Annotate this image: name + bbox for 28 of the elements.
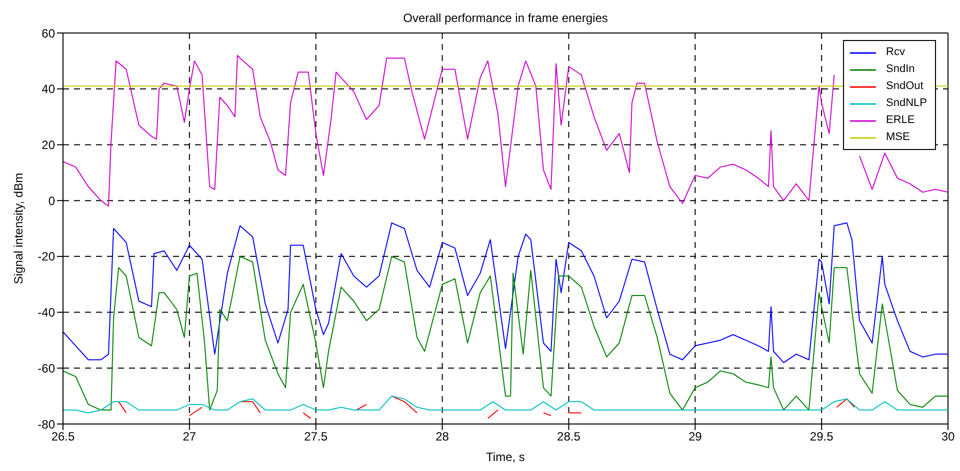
x-tick-label: 26.5 bbox=[51, 430, 75, 444]
legend-label: SndIn bbox=[886, 62, 915, 77]
x-tick-label: 29 bbox=[688, 430, 702, 444]
x-tick-label: 28 bbox=[436, 430, 450, 444]
y-tick-label: 60 bbox=[42, 26, 56, 40]
legend-label: MSE bbox=[886, 130, 910, 145]
legend-label: SndNLP bbox=[886, 96, 927, 111]
x-axis-title: Time, s bbox=[486, 450, 525, 464]
x-tick-label: 29.5 bbox=[810, 430, 834, 444]
y-tick-label: 20 bbox=[42, 138, 56, 152]
line-series bbox=[63, 396, 948, 414]
legend-label: ERLE bbox=[886, 113, 915, 128]
y-tick-label: 0 bbox=[48, 194, 56, 208]
y-tick-label: 40 bbox=[42, 82, 56, 96]
x-tick-label: 30 bbox=[941, 430, 955, 444]
x-tick-label: 28.5 bbox=[557, 430, 581, 444]
x-tick-label: 27.5 bbox=[304, 430, 328, 444]
legend-label: SndOut bbox=[886, 79, 924, 94]
line-series bbox=[63, 222, 948, 364]
y-tick-label: -40 bbox=[38, 306, 56, 320]
y-tick-label: -80 bbox=[38, 417, 56, 432]
y-axis-title: Signal intensity, dBm bbox=[11, 172, 26, 284]
x-tick-label: 27 bbox=[182, 430, 196, 444]
y-tick-label: -60 bbox=[38, 361, 56, 376]
y-tick-label: -20 bbox=[38, 250, 56, 264]
chart-title: Overall performance in frame energies bbox=[402, 11, 609, 25]
line-series bbox=[63, 256, 948, 411]
legend-label: Rcv bbox=[886, 45, 905, 60]
